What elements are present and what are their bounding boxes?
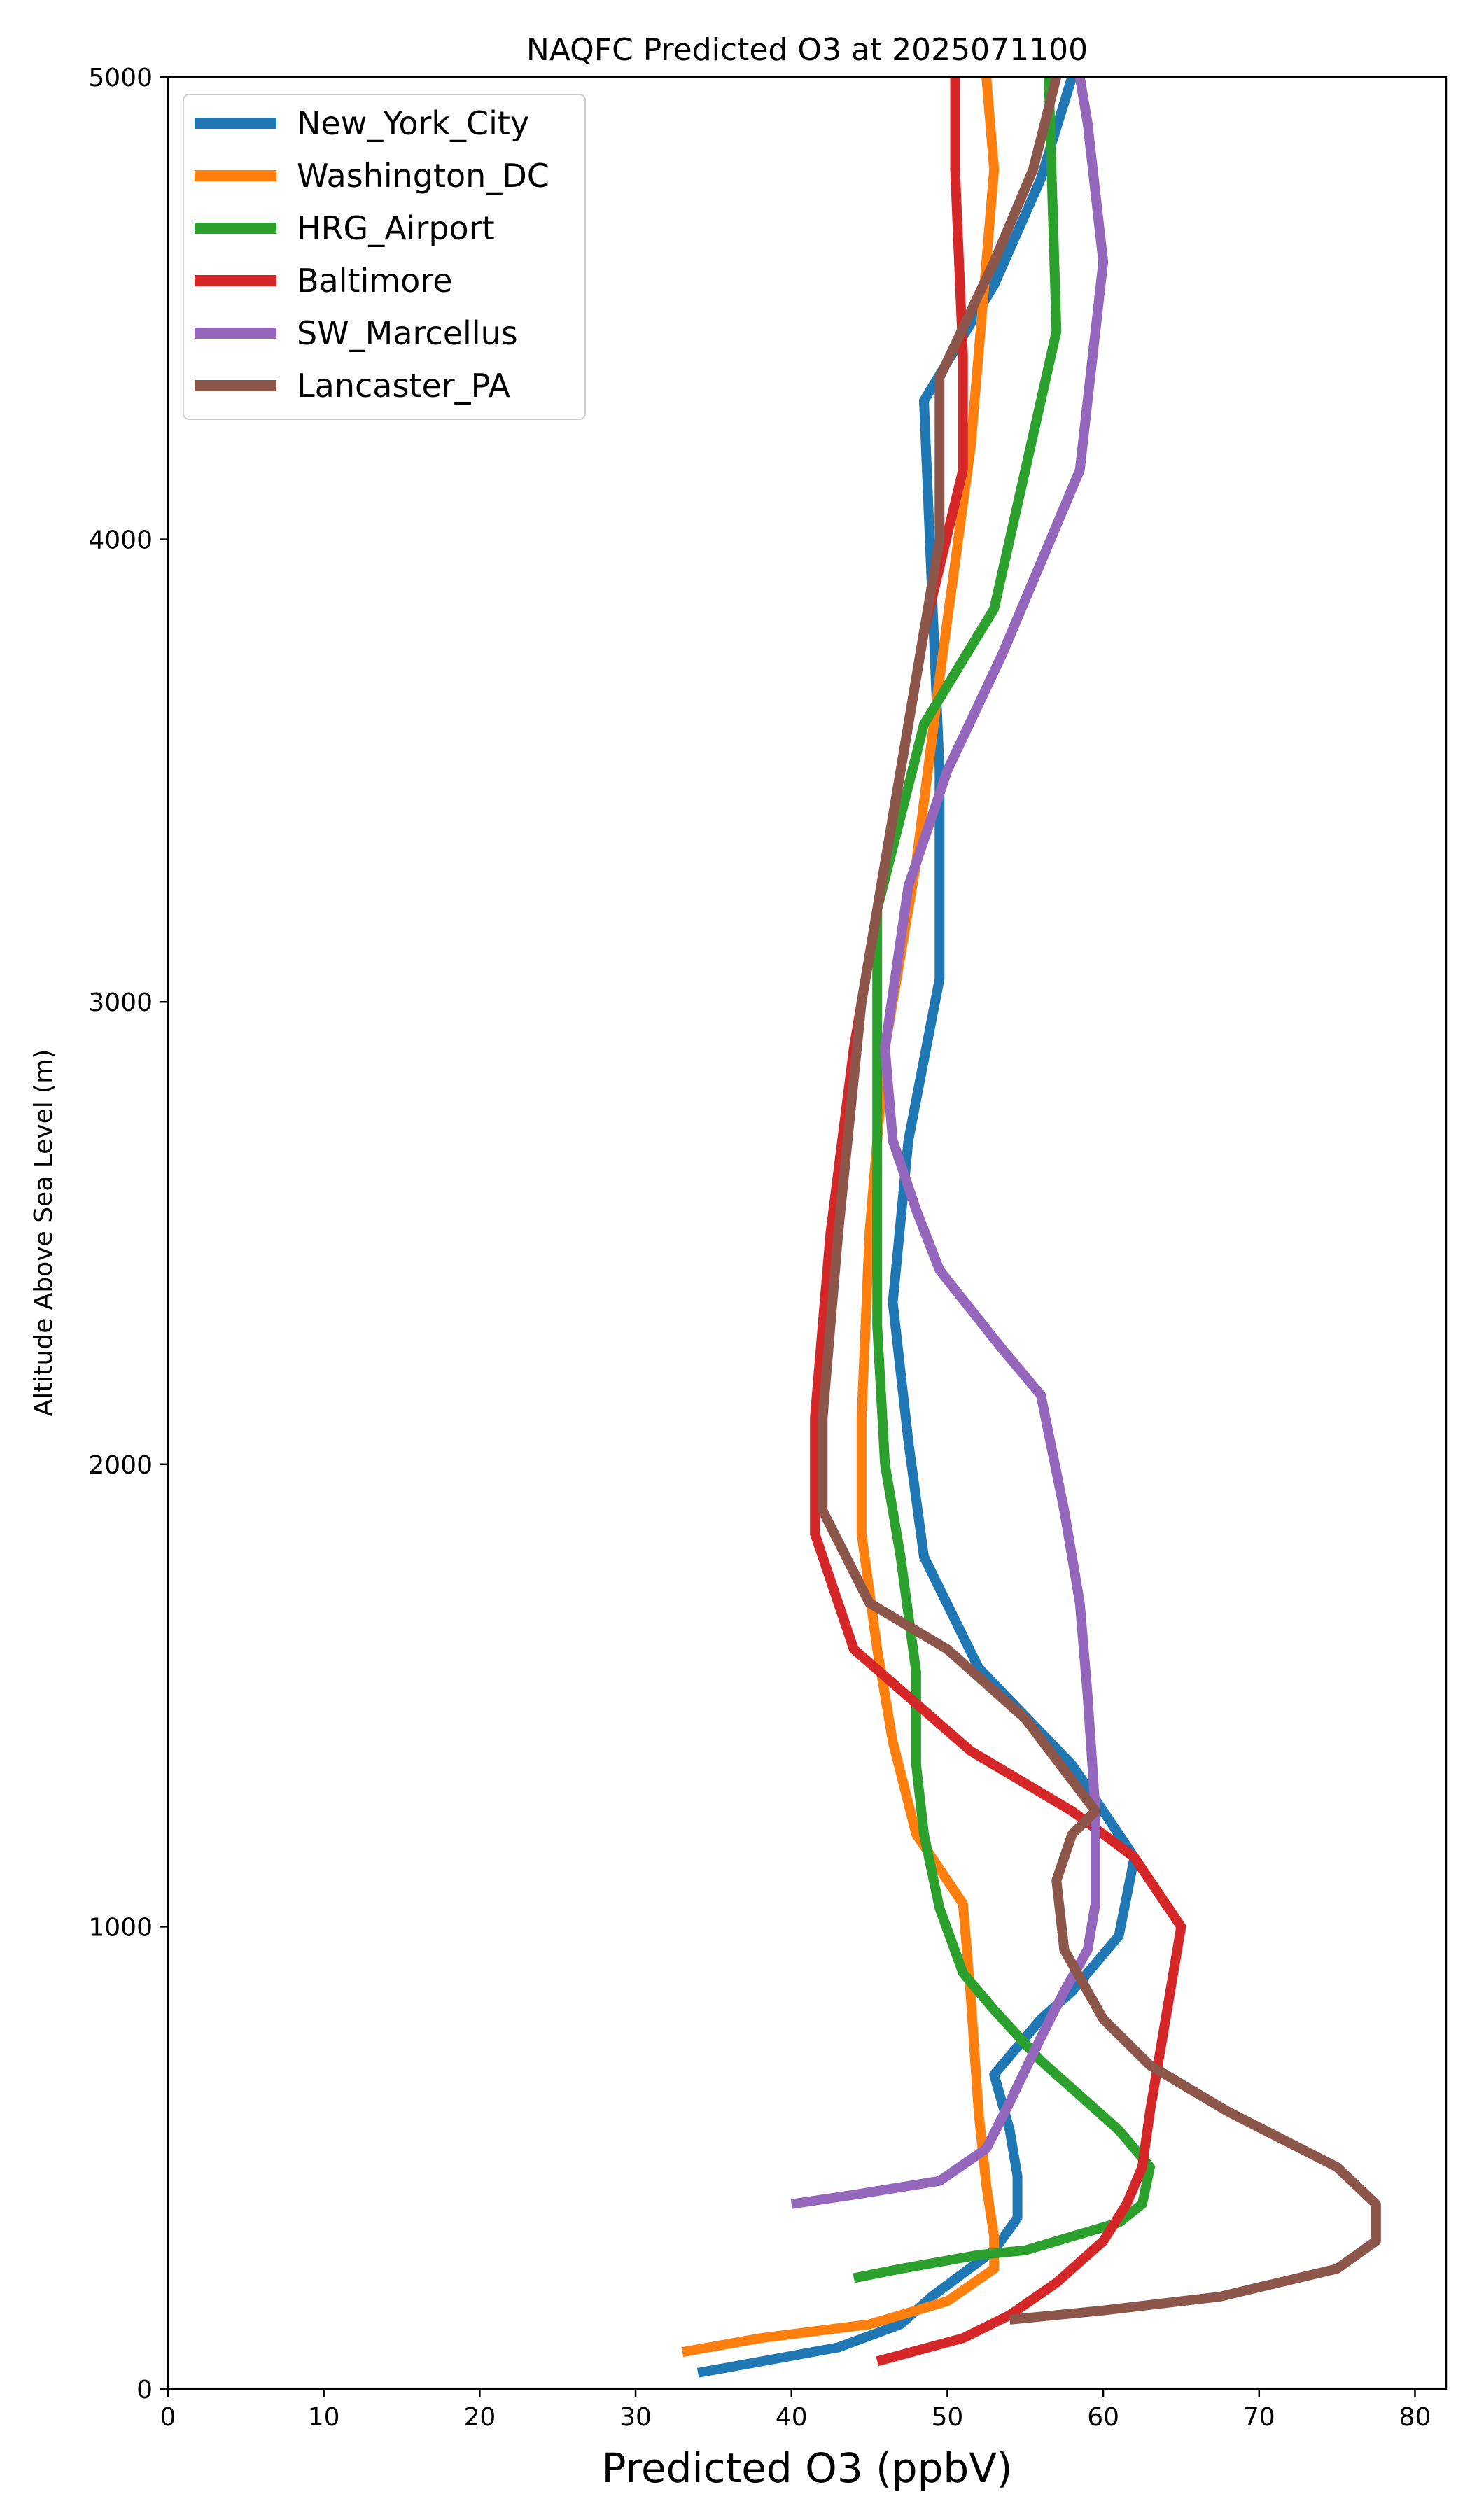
x-tick-label: 30 [620,2403,652,2432]
plot-area [681,75,1381,2378]
legend-label-Lancaster_PA: Lancaster_PA [297,367,510,405]
y-tick-label: 5000 [88,64,153,92]
x-tick-label: 10 [308,2403,340,2432]
x-tick-label: 0 [160,2403,176,2432]
y-tick-label: 2000 [88,1451,153,1480]
series-line-SW_Marcellus [790,76,1109,2209]
series-line-Lancaster_PA [818,76,1381,2325]
plot-frame [167,76,1448,2390]
x-tick-label: 50 [932,2403,964,2432]
x-tick-label: 40 [776,2403,808,2432]
y-tick-label: 3000 [88,988,153,1017]
chart-title: NAQFC Predicted O3 at 2025071100 [526,32,1088,68]
series-line-New_York_City [696,75,1140,2378]
x-tick-label: 20 [463,2403,496,2432]
legend-label-SW_Marcellus: SW_Marcellus [297,314,518,352]
legend-label-HRG_Airport: HRG_Airport [297,209,495,247]
x-tick-label: 60 [1087,2403,1119,2432]
x-tick-label: 70 [1243,2403,1275,2432]
y-tick-label: 4000 [88,526,153,555]
x-axis: 0 10 20 30 40 50 60 70 80 [160,2389,1432,2432]
y-tick-label: 1000 [88,1913,153,1942]
y-tick-label: 0 [136,2376,153,2404]
legend-label-New_York_City: New_York_City [297,104,529,142]
legend-frame [183,94,586,420]
legend: New_York_City Washington_DC HRG_Airport Bal… [183,94,586,420]
y-axis: 0 1000 2000 3000 4000 5000 [88,64,168,2404]
y-axis-label: Altitude Above Sea Level (m) [29,1049,58,1417]
legend-label-Washington_DC: Washington_DC [297,157,550,195]
series-line-HRG_Airport [853,76,1155,2283]
x-tick-label: 80 [1399,2403,1432,2432]
x-axis-label: Predicted O3 (ppbV) [601,2444,1012,2492]
series-line-Washington_DC [681,76,1000,2358]
legend-label-Baltimore: Baltimore [297,262,453,300]
